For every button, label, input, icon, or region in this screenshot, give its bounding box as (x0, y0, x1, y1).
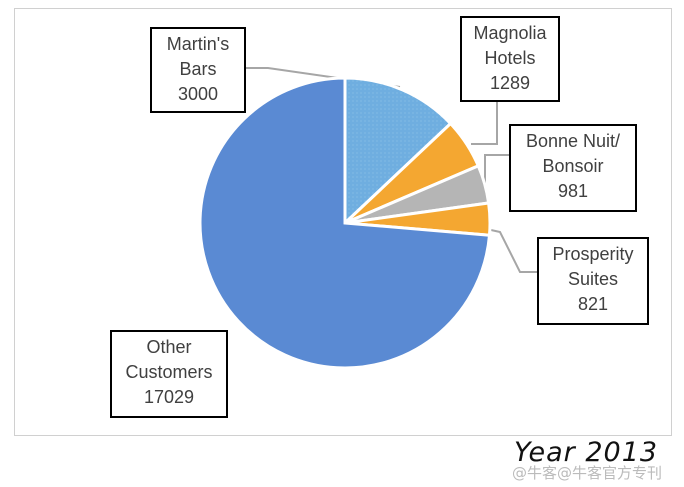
pie-slice-martins-bars (343, 76, 453, 227)
slice-label: Bonsoir (542, 156, 604, 176)
watermark: @牛客@牛客官方专刊 (512, 464, 663, 482)
leader-line-bonne-nuit-bonsoir (484, 154, 509, 187)
callout-prosperity-suites: Prosperity Suites 821 (537, 237, 649, 325)
slice-label: Hotels (484, 48, 536, 68)
slice-value: 1289 (489, 73, 531, 93)
callout-bonne-nuit-bonsoir: Bonne Nuit/ Bonsoir 981 (509, 124, 637, 212)
slice-value: 17029 (143, 387, 195, 407)
callout-martins-bars: Martin's Bars 3000 (150, 27, 246, 113)
callout-other-customers: Other Customers 17029 (110, 330, 228, 418)
slice-value: 821 (577, 294, 609, 314)
leader-line-magnolia-hotels (471, 102, 498, 145)
callout-magnolia-hotels: Magnolia Hotels 1289 (460, 16, 560, 102)
leader-line-prosperity-suites (490, 229, 537, 273)
slice-value: 981 (557, 181, 589, 201)
slice-value: 3000 (177, 84, 219, 104)
slice-label: Suites (567, 269, 619, 289)
slice-label: Bonne Nuit/ (525, 131, 621, 151)
chart-caption: Year 2013 (514, 437, 659, 468)
slice-label: Bars (179, 59, 217, 79)
slice-label: Martin's (166, 34, 230, 54)
slice-label: Prosperity (552, 244, 634, 264)
pie-slice-other-customers (198, 76, 492, 370)
slice-label: Customers (125, 362, 213, 382)
slice-label: Other (146, 337, 192, 357)
slice-label: Magnolia (473, 23, 547, 43)
